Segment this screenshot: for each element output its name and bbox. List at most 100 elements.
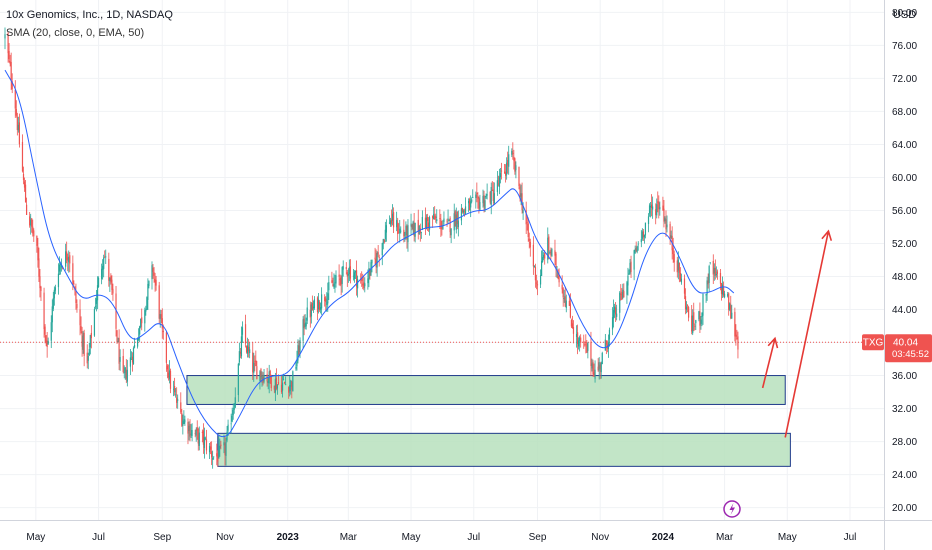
candle-body	[398, 232, 400, 234]
symbol-badge-label: TXG	[863, 338, 884, 349]
candle-body	[276, 384, 279, 389]
price-tick-label: 52.00	[892, 239, 917, 250]
candle-body	[443, 218, 445, 223]
candle-body	[529, 241, 531, 248]
candle-body	[468, 200, 470, 204]
candle-body	[180, 402, 182, 413]
candle-body	[709, 262, 711, 264]
projection-arrow-1[interactable]	[761, 338, 776, 389]
chart-title: 10x Genomics, Inc., 1D, NASDAQ	[6, 9, 173, 21]
arrow-head-icon	[821, 229, 833, 241]
candle-body	[313, 299, 316, 309]
candle-body	[57, 273, 60, 288]
candle-body	[238, 351, 240, 363]
candle-body	[720, 283, 723, 294]
candle-body	[371, 259, 373, 264]
candle-body	[399, 228, 401, 234]
currency-label[interactable]: USD	[893, 9, 917, 21]
projection-arrows[interactable]	[761, 229, 833, 438]
candle-body	[544, 253, 546, 259]
candle-body	[8, 50, 10, 60]
candle-body	[167, 372, 170, 378]
indicator-legend[interactable]: SMA (20, close, 0, EMA, 50)	[6, 27, 145, 39]
candle-body	[116, 330, 118, 343]
candle-body	[471, 199, 473, 202]
candle-body	[558, 276, 560, 283]
candle-body	[579, 337, 581, 341]
candle-body	[9, 61, 11, 64]
candle-body	[680, 278, 683, 283]
candle-body	[217, 455, 219, 462]
candle-body	[391, 213, 394, 221]
candle-body	[615, 307, 617, 315]
candle-body	[298, 345, 300, 355]
time-tick-label: Jul	[844, 532, 857, 543]
candle-body	[676, 260, 678, 273]
price-axis[interactable]: 20.0024.0028.0032.0036.0040.0044.0048.00…	[892, 8, 917, 514]
time-tick-label: May	[402, 532, 421, 543]
candle-body	[659, 207, 661, 210]
candle-body	[189, 423, 191, 437]
candle-body	[643, 234, 646, 238]
candle-body	[345, 267, 347, 270]
time-tick-label: Nov	[216, 532, 234, 543]
support-zone-2[interactable]	[217, 432, 791, 467]
candle-body	[319, 307, 322, 310]
candle-body	[721, 284, 724, 295]
candle-body	[695, 320, 697, 324]
candle-body	[148, 281, 150, 286]
candle-body	[664, 218, 666, 222]
candle-body	[347, 273, 349, 276]
time-tick-label: Jul	[92, 532, 105, 543]
candle-body	[716, 271, 718, 274]
candle-body	[354, 270, 357, 273]
candle-body	[375, 259, 377, 267]
candle-body	[341, 267, 343, 284]
candle-body	[683, 278, 686, 294]
candle-body	[536, 284, 539, 286]
candle-body	[592, 361, 594, 375]
candle-body	[321, 294, 323, 309]
candle-body	[412, 221, 414, 230]
candle-body	[270, 375, 272, 389]
candle-body	[349, 266, 352, 279]
candle-body	[47, 340, 49, 345]
candle-body	[641, 231, 643, 239]
projection-arrow-2[interactable]	[784, 230, 830, 438]
time-tick-label: 2023	[277, 532, 300, 543]
candle-body	[353, 272, 356, 279]
candle-body	[133, 345, 136, 348]
candle-body	[284, 381, 286, 384]
candle-body	[139, 326, 141, 335]
candle-body	[477, 195, 479, 199]
candle-body	[239, 351, 242, 354]
candle-body	[543, 254, 545, 258]
candle-body	[521, 193, 523, 211]
candle-body	[608, 329, 611, 340]
candle-body	[723, 293, 726, 298]
candle-body	[240, 336, 243, 357]
candle-body	[518, 166, 520, 187]
support-zones[interactable]	[186, 375, 791, 467]
candle-body	[160, 314, 162, 319]
candle-body	[626, 282, 628, 295]
candle-body	[565, 300, 567, 309]
price-badge-value: 40.04	[893, 338, 918, 349]
candle-body	[420, 231, 422, 233]
candle-body	[601, 352, 603, 365]
price-tick-label: 56.00	[892, 206, 917, 217]
time-axis[interactable]: May Jul Sep Nov 2023 Mar May Jul Sep Nov 2024 Mar Ma…	[26, 532, 856, 543]
support-zone-1[interactable]	[186, 375, 786, 405]
earnings-event-icon[interactable]	[723, 500, 741, 518]
candle-body	[628, 273, 630, 275]
candle-body	[334, 282, 336, 284]
candle-body	[597, 366, 599, 371]
candle-body	[520, 193, 522, 197]
candle-body	[492, 189, 494, 202]
candle-body	[542, 257, 544, 262]
candle-body	[568, 300, 570, 306]
candle-body	[183, 419, 185, 424]
candle-body	[658, 202, 660, 210]
candle-body	[419, 228, 421, 234]
